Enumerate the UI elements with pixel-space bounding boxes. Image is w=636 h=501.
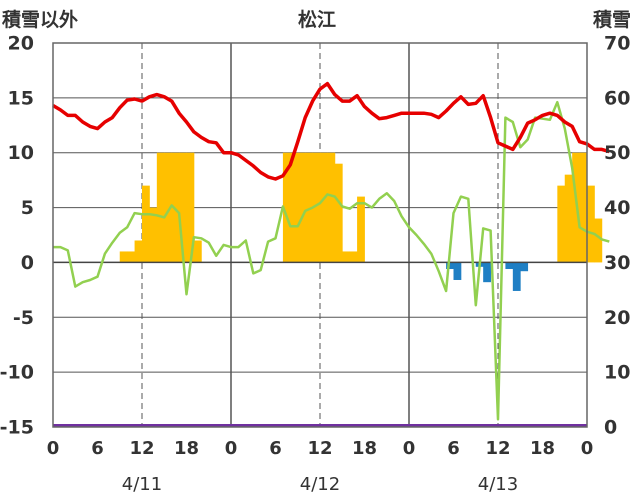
positive-bar [164,152,173,263]
x-hour-tick-label: 18 [530,438,555,459]
x-hour-tick-label: 12 [129,438,154,459]
x-hour-tick-label: 0 [581,438,594,459]
right-y-tick-label: 20 [604,307,630,329]
x-hour-tick-label: 0 [47,438,60,459]
x-hour-tick-label: 12 [485,438,510,459]
positive-bar [156,152,165,263]
right-y-tick-label: 10 [604,362,630,384]
positive-bar [186,152,195,263]
positive-bar [134,240,143,263]
positive-bar [357,196,365,263]
negative-bar [453,262,462,280]
left-axis-title: 積雪以外 [2,8,78,31]
positive-bar [312,152,321,263]
left-y-tick-label: -15 [0,417,34,439]
positive-bar [179,152,187,263]
x-hour-tick-label: 18 [352,438,377,459]
positive-bar [142,185,150,263]
bar-series [119,152,603,291]
left-y-tick-label: 5 [21,197,34,219]
chart-title: 松江 [298,8,336,31]
temperature-line [52,81,610,181]
line-series [52,81,610,427]
negative-bar [446,262,454,270]
positive-bar [290,152,299,263]
positive-bar [119,251,128,263]
positive-bar [564,174,573,263]
left-y-tick-label: -10 [0,362,34,384]
positive-bar [171,152,180,263]
positive-bar [594,218,603,263]
positive-bar [127,251,135,263]
x-hour-tick-label: 6 [447,438,460,459]
positive-bar [342,251,351,263]
positive-bar [282,152,291,263]
x-hour-tick-label: 6 [91,438,104,459]
positive-bar [349,251,358,263]
x-date-label: 4/13 [478,474,518,495]
left-y-tick-label: 15 [8,87,34,109]
x-hour-tick-label: 18 [174,438,199,459]
right-y-tick-label: 50 [604,142,630,164]
negative-bar [483,262,491,283]
right-y-tick-label: 40 [604,197,630,219]
positive-bar [320,152,328,263]
left-y-tick-label: 10 [8,142,34,164]
right-axis-title: 積雪 [593,8,631,31]
green-series-line [53,100,610,421]
x-hour-tick-label: 12 [307,438,332,459]
positive-bar [579,152,588,263]
plot-frame [52,42,588,428]
left-y-tick-label: 0 [21,252,34,274]
right-y-tick-label: 30 [604,252,630,274]
negative-bar [520,262,529,272]
right-y-tick-label: 60 [604,87,630,109]
positive-bar [327,152,336,263]
positive-bar [334,163,343,263]
positive-bar [587,185,595,263]
left-y-tick-label: 20 [8,33,34,55]
positive-bar [297,152,306,263]
x-hour-tick-label: 0 [403,438,416,459]
x-date-label: 4/12 [300,474,340,495]
x-hour-tick-label: 6 [269,438,282,459]
negative-bar [512,262,521,291]
right-y-tick-label: 0 [604,417,617,439]
positive-bar [193,240,202,263]
positive-bar [305,152,313,263]
left-y-tick-label: -5 [13,307,34,329]
x-date-label: 4/11 [122,474,162,495]
x-hour-tick-label: 0 [225,438,238,459]
positive-bar [557,185,566,263]
negative-bar [505,262,514,270]
right-y-tick-label: 70 [604,33,630,55]
positive-bar [149,207,158,263]
